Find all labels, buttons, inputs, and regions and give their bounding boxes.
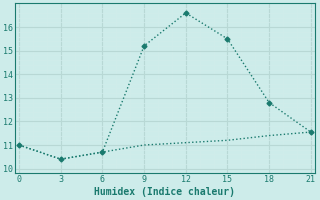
X-axis label: Humidex (Indice chaleur): Humidex (Indice chaleur) [94, 186, 236, 197]
